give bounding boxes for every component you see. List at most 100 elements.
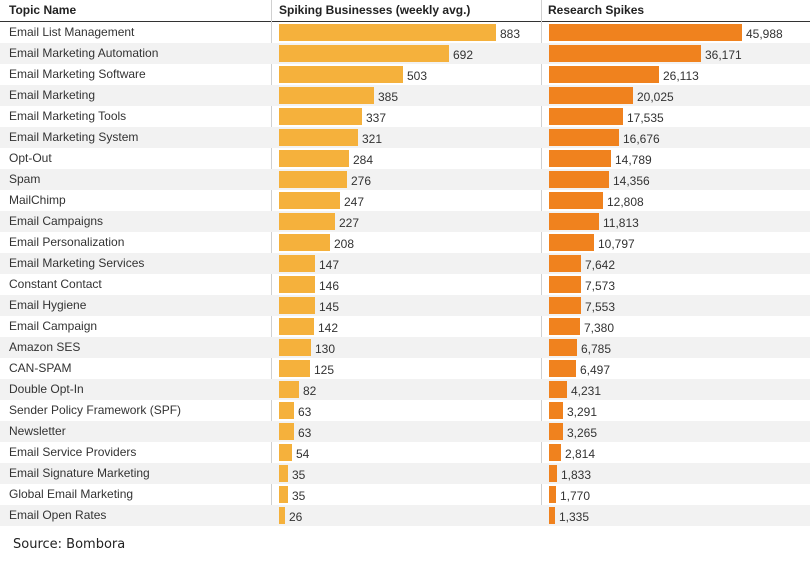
value-label-research-spikes: 14,356 (613, 174, 650, 188)
bar-research-spikes (549, 402, 563, 419)
value-label-research-spikes: 20,025 (637, 90, 674, 104)
value-label-research-spikes: 45,988 (746, 27, 783, 41)
topic-label: Email Marketing Tools (9, 109, 127, 123)
value-label-spiking-businesses: 125 (314, 363, 335, 377)
bar-spiking-businesses (279, 381, 299, 398)
bar-research-spikes (549, 129, 619, 146)
topic-label: Constant Contact (9, 277, 102, 291)
table-row: Email Marketing Services 147 7,642 (0, 253, 810, 274)
table-row: Email Campaign 142 7,380 (0, 316, 810, 337)
bar-spiking-businesses (279, 150, 349, 167)
topic-label: Email Personalization (9, 235, 125, 249)
table-row: Email Campaigns 227 11,813 (0, 211, 810, 232)
value-label-research-spikes: 7,573 (585, 279, 616, 293)
bar-spiking-businesses (279, 360, 310, 377)
topic-label: CAN-SPAM (9, 361, 72, 375)
value-label-spiking-businesses: 208 (334, 237, 355, 251)
table-row: Email Marketing 385 20,025 (0, 85, 810, 106)
topic-label: Email Marketing Software (9, 67, 146, 81)
bar-spiking-businesses (279, 234, 330, 251)
topic-label: Newsletter (9, 424, 66, 438)
topic-label: Sender Policy Framework (SPF) (9, 403, 182, 417)
table-row: CAN-SPAM 125 6,497 (0, 358, 810, 379)
value-label-spiking-businesses: 385 (378, 90, 399, 104)
value-label-spiking-businesses: 276 (351, 174, 372, 188)
bar-spiking-businesses (279, 108, 362, 125)
bar-research-spikes (549, 192, 603, 209)
value-label-research-spikes: 12,808 (607, 195, 644, 209)
header-spiking-businesses: Spiking Businesses (weekly avg.) (279, 3, 471, 17)
value-label-spiking-businesses: 63 (298, 426, 312, 440)
table-row: Constant Contact 146 7,573 (0, 274, 810, 295)
value-label-research-spikes: 1,770 (560, 489, 591, 503)
bar-spiking-businesses (279, 465, 288, 482)
bar-spiking-businesses (279, 444, 292, 461)
bar-spiking-businesses (279, 402, 294, 419)
value-label-spiking-businesses: 337 (366, 111, 387, 125)
value-label-research-spikes: 6,785 (581, 342, 612, 356)
bar-spiking-businesses (279, 87, 374, 104)
bar-spiking-businesses (279, 507, 285, 524)
table-row: Sender Policy Framework (SPF) 63 3,291 (0, 400, 810, 421)
bar-spiking-businesses (279, 423, 294, 440)
topic-label: MailChimp (9, 193, 66, 207)
topic-label: Spam (9, 172, 41, 186)
bar-research-spikes (549, 45, 701, 62)
topic-label: Email Campaigns (9, 214, 104, 228)
bar-research-spikes (549, 213, 599, 230)
bar-research-spikes (549, 66, 659, 83)
value-label-spiking-businesses: 145 (319, 300, 340, 314)
bar-research-spikes (549, 339, 577, 356)
value-label-spiking-businesses: 130 (315, 342, 336, 356)
bar-research-spikes (549, 234, 594, 251)
topic-label: Email Open Rates (9, 508, 107, 522)
topic-label: Email Service Providers (9, 445, 137, 459)
value-label-research-spikes: 3,291 (567, 405, 598, 419)
topic-label: Email Marketing (9, 88, 96, 102)
bar-spiking-businesses (279, 486, 288, 503)
value-label-research-spikes: 17,535 (627, 111, 664, 125)
bar-spiking-businesses (279, 66, 403, 83)
header-divider (0, 21, 810, 22)
value-label-research-spikes: 1,833 (561, 468, 592, 482)
table-row: Spam 276 14,356 (0, 169, 810, 190)
topic-label: Email List Management (9, 25, 135, 39)
value-label-research-spikes: 36,171 (705, 48, 742, 62)
value-label-research-spikes: 16,676 (623, 132, 660, 146)
bar-spiking-businesses (279, 276, 315, 293)
bar-research-spikes (549, 318, 580, 335)
value-label-spiking-businesses: 883 (500, 27, 521, 41)
bar-research-spikes (549, 444, 561, 461)
value-label-spiking-businesses: 227 (339, 216, 360, 230)
value-label-research-spikes: 10,797 (598, 237, 635, 251)
bar-research-spikes (549, 360, 576, 377)
table-row: Email Service Providers 54 2,814 (0, 442, 810, 463)
bar-research-spikes (549, 87, 633, 104)
bar-spiking-businesses (279, 171, 347, 188)
value-label-spiking-businesses: 142 (318, 321, 339, 335)
bar-research-spikes (549, 507, 555, 524)
table-row: Amazon SES 130 6,785 (0, 337, 810, 358)
value-label-research-spikes: 1,335 (559, 510, 590, 524)
value-label-spiking-businesses: 54 (296, 447, 310, 461)
topic-label: Email Campaign (9, 319, 98, 333)
topic-label: Double Opt-In (9, 382, 84, 396)
table-row: Email Marketing Software 503 26,113 (0, 64, 810, 85)
value-label-spiking-businesses: 82 (303, 384, 317, 398)
value-label-research-spikes: 3,265 (567, 426, 598, 440)
bar-research-spikes (549, 108, 623, 125)
value-label-spiking-businesses: 26 (289, 510, 303, 524)
bar-spiking-businesses (279, 213, 335, 230)
value-label-research-spikes: 2,814 (565, 447, 596, 461)
bar-spiking-businesses (279, 318, 314, 335)
table-row: Email Signature Marketing 35 1,833 (0, 463, 810, 484)
header-research-spikes: Research Spikes (548, 3, 645, 17)
bar-research-spikes (549, 486, 556, 503)
topic-label: Email Marketing System (9, 130, 139, 144)
bar-research-spikes (549, 465, 557, 482)
value-label-research-spikes: 7,553 (585, 300, 616, 314)
bar-spiking-businesses (279, 24, 496, 41)
value-label-spiking-businesses: 147 (319, 258, 340, 272)
table-row: Email Personalization 208 10,797 (0, 232, 810, 253)
value-label-spiking-businesses: 284 (353, 153, 374, 167)
